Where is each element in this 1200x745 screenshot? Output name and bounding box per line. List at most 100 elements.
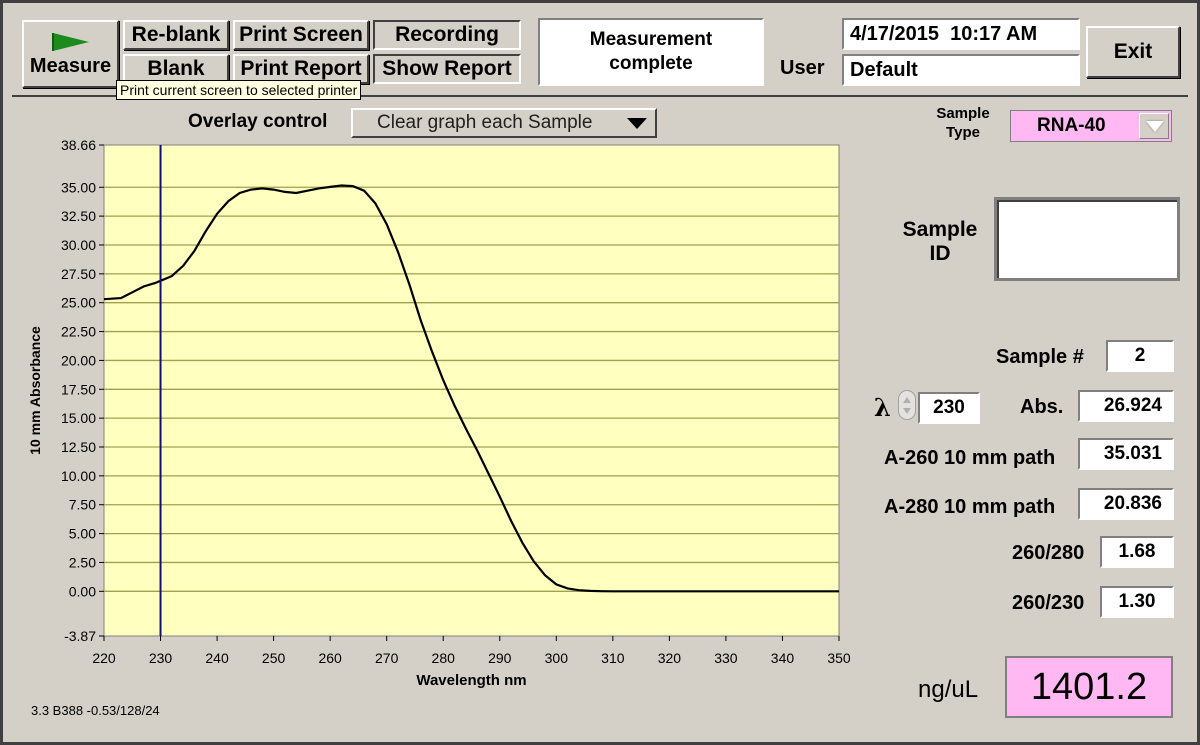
- concentration-unit-label: ng/uL: [918, 676, 979, 703]
- y-tick-label: 20.00: [61, 352, 96, 368]
- blank-button[interactable]: Blank: [123, 54, 229, 84]
- sample-number-field: 2: [1106, 340, 1174, 372]
- y-tick-label: 7.50: [69, 497, 96, 513]
- x-tick-label: 280: [432, 650, 456, 666]
- x-tick-label: 340: [771, 650, 795, 666]
- datetime-value: 4/17/2015 10:17 AM: [850, 22, 1038, 45]
- sample-number-label: Sample #: [996, 346, 1084, 368]
- x-tick-label: 260: [318, 650, 342, 666]
- x-tick-label: 350: [827, 650, 851, 666]
- user-field[interactable]: Default: [842, 54, 1080, 86]
- y-tick-label: 38.66: [61, 137, 96, 153]
- a280-field: 20.836: [1078, 488, 1174, 520]
- x-tick-label: 250: [262, 650, 286, 666]
- status-message: Measurement complete: [538, 18, 764, 86]
- y-tick-label: 25.00: [61, 295, 96, 311]
- x-tick-label: 230: [149, 650, 173, 666]
- a260-value: 35.031: [1103, 443, 1162, 464]
- y-tick-label: 27.50: [61, 266, 96, 282]
- x-tick-label: 290: [488, 650, 512, 666]
- print-report-label: Print Report: [240, 57, 362, 80]
- series-line-absorbance: [103, 184, 839, 593]
- ratio-260-230-label: 260/230: [1012, 592, 1085, 614]
- y-tick-label: 17.50: [61, 381, 96, 397]
- exit-button[interactable]: Exit: [1086, 26, 1180, 78]
- y-tick-label: 15.00: [61, 410, 96, 426]
- sample-id-label-line-2: ID: [929, 242, 951, 265]
- x-axis-label: Wavelength nm: [416, 672, 526, 689]
- chevron-down-icon[interactable]: [627, 118, 647, 129]
- sample-type-label-line-2: Type: [946, 124, 980, 141]
- sample-type-value: RNA-40: [1037, 115, 1106, 136]
- measure-label: Measure: [29, 54, 112, 77]
- status-line-1: Measurement: [589, 29, 713, 50]
- ratio-260-280-value: 1.68: [1118, 541, 1156, 562]
- y-tick-label: 2.50: [69, 554, 96, 570]
- overlay-control-dropdown[interactable]: Clear graph each Sample: [351, 108, 657, 138]
- toolbar-divider: [12, 95, 1188, 97]
- user-value: Default: [850, 58, 918, 81]
- sample-id-label-line-1: Sample: [902, 218, 978, 241]
- measure-button[interactable]: Measure: [22, 20, 119, 88]
- status-line-2: complete: [609, 53, 693, 74]
- a260-label: A-260 10 mm path: [884, 447, 1056, 469]
- show-report-button[interactable]: Show Report: [373, 54, 521, 84]
- x-tick-label: 270: [375, 650, 399, 666]
- abs-label: Abs.: [1020, 396, 1064, 418]
- y-axis-ticks: 38.66 35.00 32.50 30.00 27.50 25.00 22.50 20.00…: [61, 137, 104, 644]
- wavelength-value: 230: [933, 397, 965, 418]
- chevron-down-icon[interactable]: [1139, 113, 1169, 139]
- y-axis-label: 10 mm Absorbance: [27, 326, 43, 455]
- plot-area: [103, 144, 840, 637]
- a280-value: 20.836: [1103, 493, 1162, 514]
- y-tick-label: 0.00: [69, 583, 96, 599]
- a260-field: 35.031: [1078, 438, 1174, 470]
- toolbar: Measure Re-blank Blank Print Screen Prin…: [12, 12, 1188, 94]
- print-report-button[interactable]: Print Report: [233, 54, 369, 84]
- sample-number-value: 2: [1134, 345, 1146, 366]
- y-tick-label: 35.00: [61, 179, 96, 195]
- grid-lines: [104, 186, 839, 592]
- show-report-label: Show Report: [382, 57, 512, 80]
- overlay-control-label: Overlay control: [188, 111, 328, 132]
- x-tick-label: 320: [658, 650, 682, 666]
- print-screen-tooltip: Print current screen to selected printer: [116, 80, 362, 100]
- concentration-display: 1401.2: [1005, 656, 1173, 718]
- y-tick-label: 22.50: [61, 324, 96, 340]
- abs-value: 26.924: [1103, 395, 1162, 416]
- y-tick-label: 10.00: [61, 468, 96, 484]
- ratio-260-280-field: 1.68: [1100, 536, 1174, 568]
- wavelength-spinner[interactable]: [898, 390, 916, 420]
- exit-label: Exit: [1113, 40, 1153, 63]
- abs-field: 26.924: [1078, 390, 1174, 422]
- reblank-button[interactable]: Re-blank: [123, 20, 229, 50]
- ratio-260-230-field: 1.30: [1100, 586, 1174, 618]
- sample-id-input[interactable]: [994, 197, 1180, 281]
- y-tick-label: 32.50: [61, 208, 96, 224]
- x-tick-label: 330: [714, 650, 738, 666]
- x-tick-label: 300: [545, 650, 569, 666]
- version-footer: 3.3 B388 -0.53/128/24: [31, 703, 160, 718]
- blank-label: Blank: [147, 57, 205, 80]
- y-tick-label: 5.00: [69, 526, 96, 542]
- user-label: User: [780, 57, 825, 79]
- recording-button[interactable]: Recording: [373, 20, 521, 50]
- lambda-label: λ: [874, 393, 891, 422]
- y-tick-label: -3.87: [64, 628, 96, 644]
- sample-id-label: Sample ID: [898, 218, 982, 266]
- y-tick-label: 12.50: [61, 439, 96, 455]
- wavelength-input[interactable]: 230: [918, 392, 980, 424]
- sample-type-label: Sample Type: [930, 104, 996, 142]
- x-tick-label: 310: [601, 650, 625, 666]
- x-axis-ticks: 220 230 240 250 260 270 280 290 300 310 320 330 340 3…: [92, 636, 851, 666]
- sample-type-label-line-1: Sample: [936, 105, 990, 122]
- x-tick-label: 220: [92, 650, 116, 666]
- concentration-value: 1401.2: [1030, 665, 1148, 708]
- green-flag-icon: [51, 32, 89, 51]
- sample-type-dropdown[interactable]: RNA-40: [1010, 110, 1172, 142]
- recording-label: Recording: [395, 23, 499, 46]
- print-screen-button[interactable]: Print Screen: [233, 20, 369, 50]
- print-screen-label: Print Screen: [239, 23, 363, 46]
- overlay-control-value: Clear graph each Sample: [377, 112, 593, 133]
